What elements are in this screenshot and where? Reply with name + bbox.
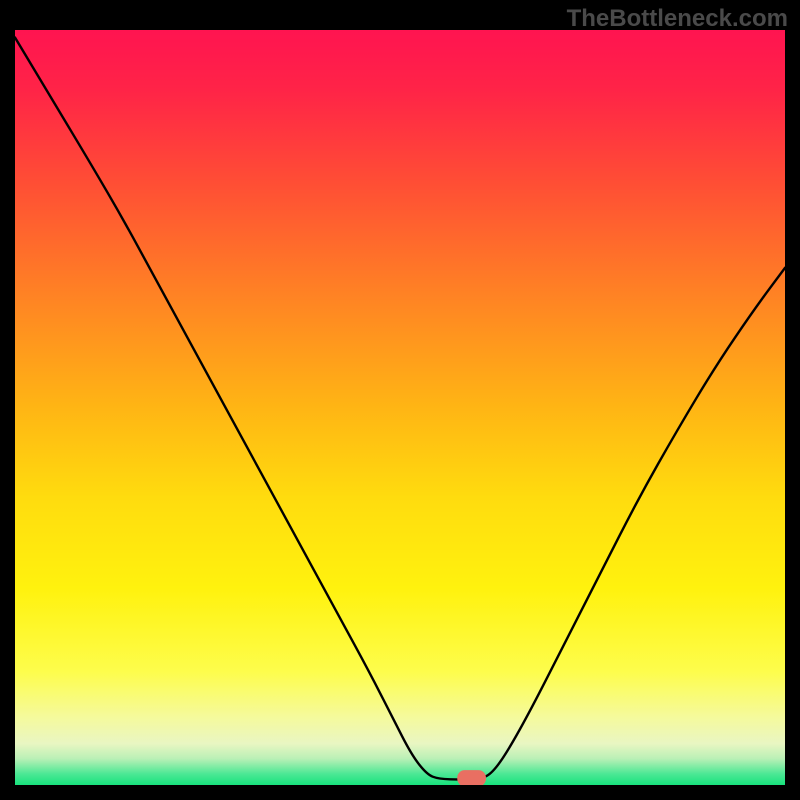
optimal-point-marker xyxy=(458,771,486,785)
chart-frame: TheBottleneck.com xyxy=(0,0,800,800)
plot-svg xyxy=(15,30,785,785)
plot-area xyxy=(15,30,785,785)
watermark-text: TheBottleneck.com xyxy=(567,5,788,33)
gradient-background xyxy=(15,30,785,785)
